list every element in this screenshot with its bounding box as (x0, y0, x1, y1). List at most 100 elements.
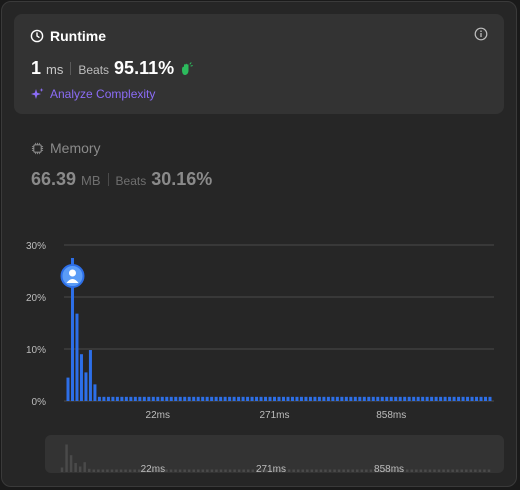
navigator-bar (465, 469, 468, 472)
histogram-bar (255, 396, 259, 401)
navigator-bar (301, 469, 305, 472)
navigator-bar (356, 469, 359, 472)
navigator-bar (228, 469, 232, 472)
runtime-card[interactable]: Runtime 1 ms Beats 95.11% Analyze Comple… (14, 14, 504, 114)
navigator-bar (219, 469, 223, 472)
navigator-tick-label: 22ms (141, 464, 165, 473)
runtime-unit: ms (46, 62, 64, 77)
histogram-bar (313, 396, 317, 401)
histogram-bar (210, 396, 214, 401)
histogram-bar (228, 396, 232, 401)
memory-beats-label: Beats (115, 174, 147, 188)
navigator-bar (483, 469, 486, 472)
histogram-bar (380, 396, 384, 401)
histogram-bar (398, 396, 402, 401)
navigator-bar (419, 469, 423, 472)
navigator-bar (474, 469, 477, 472)
navigator-bar (151, 469, 155, 472)
histogram-bar (452, 396, 456, 401)
navigator-bar (78, 466, 82, 472)
navigator-bar (83, 462, 86, 472)
navigator-bar (346, 469, 350, 472)
histogram-bar (79, 354, 83, 401)
histogram-bar (353, 396, 357, 401)
divider (70, 62, 72, 75)
histogram-bar (326, 396, 330, 401)
navigator-bar (237, 469, 241, 472)
histogram-bar (88, 350, 92, 401)
navigator-bar (97, 469, 100, 472)
histogram-bar (232, 396, 236, 401)
avatar-head (68, 269, 76, 277)
runtime-header: Runtime (30, 28, 106, 44)
histogram-bar (425, 396, 429, 401)
histogram-bar (246, 396, 250, 401)
navigator-bar (392, 469, 395, 472)
navigator-bar (224, 469, 227, 472)
histogram-bar (394, 396, 398, 401)
histogram-bar (138, 396, 142, 401)
navigator-bar (410, 469, 414, 472)
histogram-bar (259, 396, 263, 401)
navigator-bar (287, 469, 291, 472)
navigator-bar (396, 469, 400, 472)
analyze-complexity-button[interactable]: Analyze Complexity (30, 87, 155, 101)
histogram-bar (389, 396, 393, 401)
navigator-bar (437, 469, 441, 472)
chip-icon (31, 142, 44, 154)
y-tick-label: 30% (26, 241, 46, 252)
histogram-bar (349, 396, 353, 401)
navigator-bar (319, 469, 323, 472)
navigator-bar (192, 469, 195, 472)
navigator-bar (233, 469, 236, 472)
navigator-bar (306, 469, 309, 472)
navigator-bar (328, 469, 332, 472)
navigator-bar (265, 469, 268, 472)
histogram-bar (102, 396, 106, 401)
navigator-bar (119, 469, 123, 472)
memory-header[interactable]: Memory (31, 140, 101, 156)
navigator-bar (333, 469, 336, 472)
histogram-bar (111, 396, 115, 401)
histogram-bar (264, 396, 268, 401)
navigator-bar (405, 469, 409, 472)
navigator-bar (442, 469, 445, 472)
navigator-bar (292, 469, 295, 472)
histogram-bar (156, 396, 160, 401)
chart-range-navigator[interactable]: 22ms 271ms 858ms (45, 435, 504, 475)
navigator-bar (160, 469, 164, 472)
clap-icon (182, 61, 193, 75)
navigator-bar (101, 469, 105, 472)
y-tick-label: 20% (26, 293, 46, 304)
info-icon[interactable] (474, 27, 488, 41)
histogram-bar (335, 396, 339, 401)
navigator-mini-chart: 22ms 271ms 858ms (60, 444, 491, 475)
histogram-bar (281, 396, 285, 401)
histogram-bar (461, 396, 465, 401)
runtime-beats-value: 95.11% (114, 58, 175, 78)
clock-icon (30, 29, 44, 43)
histogram-bar (84, 372, 88, 401)
navigator-bar (156, 469, 159, 472)
navigator-bar (174, 469, 177, 472)
navigator-bar (469, 469, 473, 472)
navigator-bar (278, 469, 282, 472)
memory-title: Memory (50, 140, 101, 156)
navigator-bar (351, 469, 354, 472)
histogram-bar (165, 396, 169, 401)
navigator-bar (378, 469, 382, 472)
histogram-bar (70, 258, 74, 401)
histogram-bar (362, 396, 366, 401)
navigator-bar (256, 469, 259, 472)
histogram-bar (115, 396, 119, 401)
memory-beats-value: 30.16% (151, 169, 213, 189)
navigator-tick-label: 858ms (374, 464, 404, 473)
histogram-bar (412, 396, 416, 401)
x-tick-label: 22ms (146, 410, 170, 421)
histogram-bar (273, 396, 277, 401)
histogram-bar (299, 396, 303, 401)
navigator-bar (69, 455, 73, 472)
histogram-bar (219, 396, 223, 401)
runtime-value: 1 (31, 58, 42, 78)
